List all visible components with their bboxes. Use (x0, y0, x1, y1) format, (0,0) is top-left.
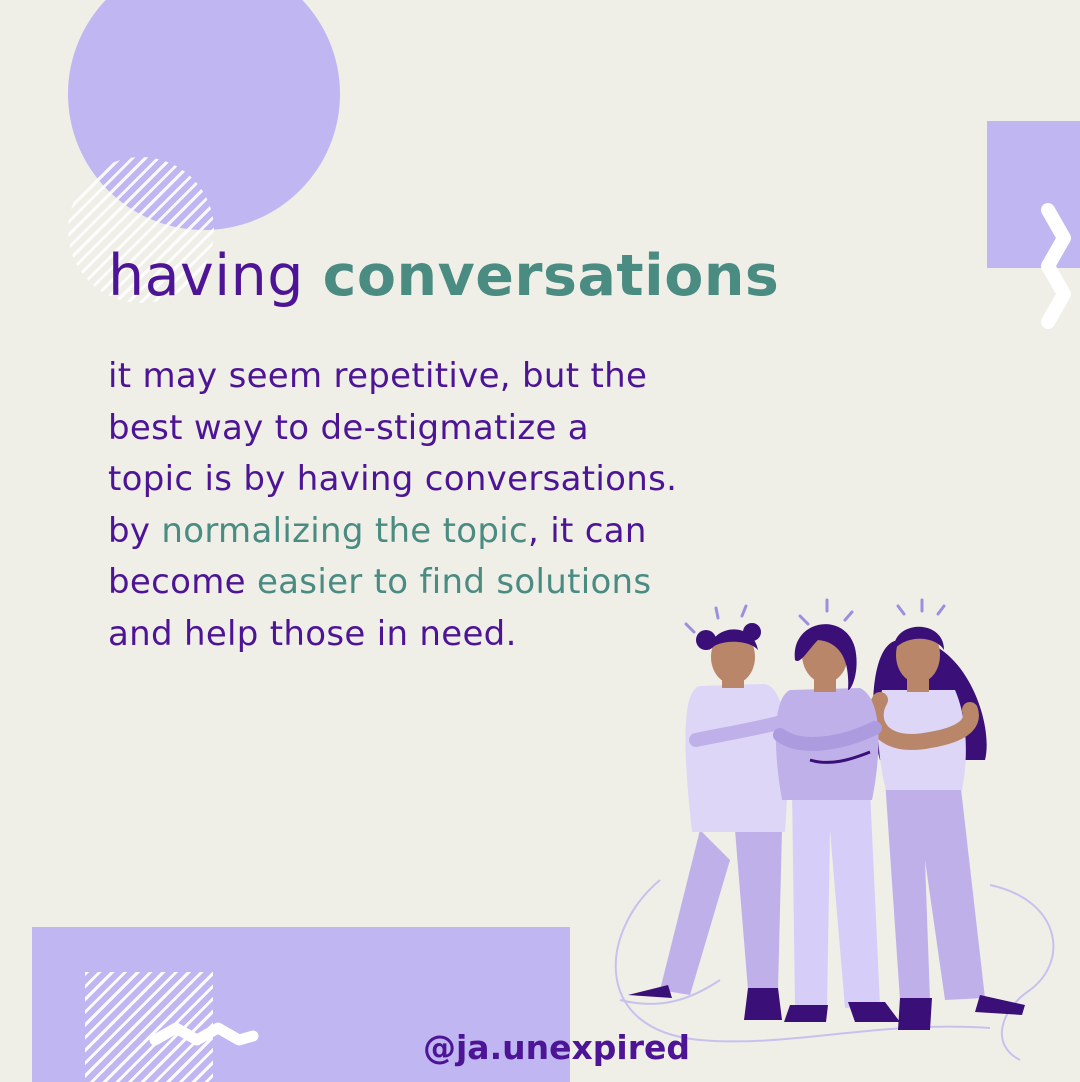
zigzag-horizontal-icon (149, 1022, 259, 1046)
woman-middle-figure (773, 624, 900, 1022)
headline: having conversations (108, 236, 779, 316)
headline-word-2: conversations (322, 243, 780, 309)
body-line-6: and help those in need. (108, 613, 517, 654)
social-handle: @ja.unexpired (423, 1028, 690, 1067)
body-line-4-post: , it can (528, 510, 647, 551)
decorative-hatched-circle (68, 157, 214, 303)
body-line-1: it may seem repetitive, but the (108, 356, 648, 396)
body-line-4: by normalizing the topic, it can (108, 506, 808, 558)
decorative-hatched-square (85, 972, 213, 1082)
body-line-4-pre: by (108, 510, 162, 551)
body-line-3: topic is by having conversations. (108, 459, 678, 499)
swirl-lines (614, 879, 1055, 1061)
headline-word-1: having (108, 243, 304, 309)
exclamation-dashes (684, 598, 946, 634)
body-line-2: best way to de-stigmatize a (108, 407, 589, 448)
body-line-5: become easier to find solutions (108, 557, 808, 609)
body-line-5-pre: become (108, 562, 257, 602)
zigzag-vertical-icon (1041, 203, 1071, 329)
woman-left-figure (628, 623, 789, 1020)
body-highlight-1: normalizing the topic (161, 510, 528, 551)
woman-right-figure (867, 626, 1025, 1030)
body-highlight-2: easier to find solutions (256, 562, 652, 602)
body-paragraph: it may seem repetitive, but the best way… (108, 351, 808, 660)
